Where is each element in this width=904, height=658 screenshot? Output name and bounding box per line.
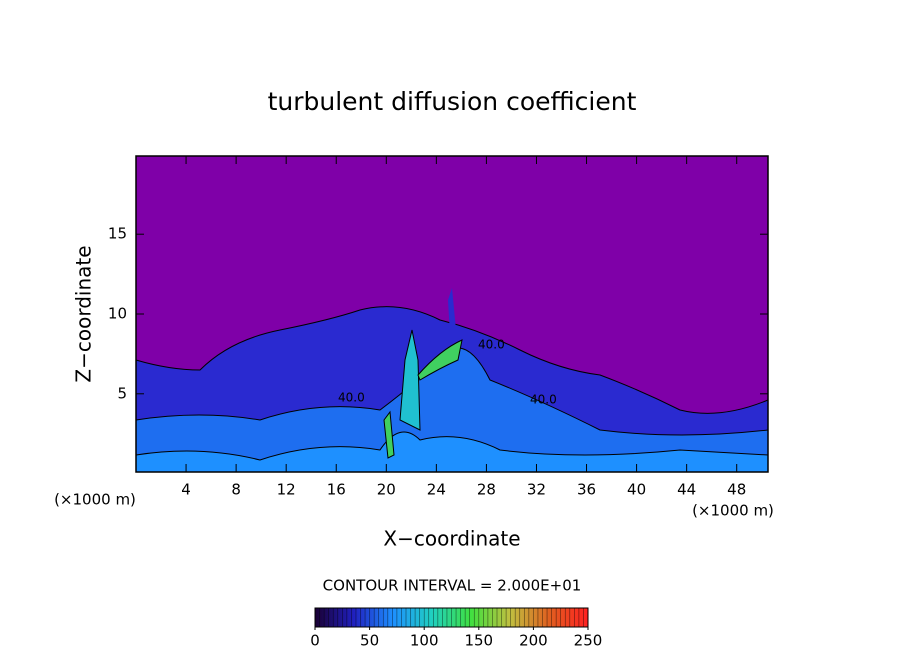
x-axis-label: X−coordinate: [383, 527, 520, 551]
x-tick-label: 16: [327, 481, 346, 499]
x-tick-label: 44: [677, 481, 696, 499]
field-region: [448, 288, 456, 335]
field-region: [135, 431, 769, 473]
y-tick-label: 5: [117, 384, 127, 402]
contour-label: 40.0: [478, 338, 505, 352]
x-tick-label: 12: [277, 481, 296, 499]
x-unit-label: (×1000 m): [692, 502, 774, 520]
x-tick-label: 48: [727, 481, 746, 499]
y-tick-label: 10: [108, 305, 127, 323]
colorbar-tick-label: 50: [360, 632, 379, 650]
y-tick-label: 15: [108, 225, 127, 243]
colorbar-tick-label: 200: [519, 632, 548, 650]
field-region: [417, 339, 463, 381]
field-region: [399, 329, 421, 431]
x-tick-label: 24: [427, 481, 446, 499]
chart-title: turbulent diffusion coefficient: [268, 87, 637, 116]
colorbar-tick-label: 100: [410, 632, 439, 650]
x-tick-label: 20: [377, 481, 396, 499]
x-tick-label: 40: [627, 481, 646, 499]
x-tick-label: 4: [181, 481, 191, 499]
y-unit-label: (×1000 m): [54, 491, 136, 509]
contour-field: [135, 156, 769, 473]
contour-label: 40.0: [530, 393, 557, 407]
contour-label: 40.0: [338, 391, 365, 405]
colorbar-tick-label: 150: [464, 632, 493, 650]
x-tick-label: 8: [231, 481, 241, 499]
x-tick-label: 28: [477, 481, 496, 499]
field-region: [383, 410, 395, 459]
colorbar-tick-label: 0: [310, 632, 320, 650]
contour-interval: CONTOUR INTERVAL = 2.000E+01: [323, 577, 582, 595]
y-axis-label: Z−coordinate: [72, 245, 96, 382]
x-tick-label: 36: [577, 481, 596, 499]
colorbar-tick-label: 250: [574, 632, 603, 650]
x-tick-label: 32: [527, 481, 546, 499]
